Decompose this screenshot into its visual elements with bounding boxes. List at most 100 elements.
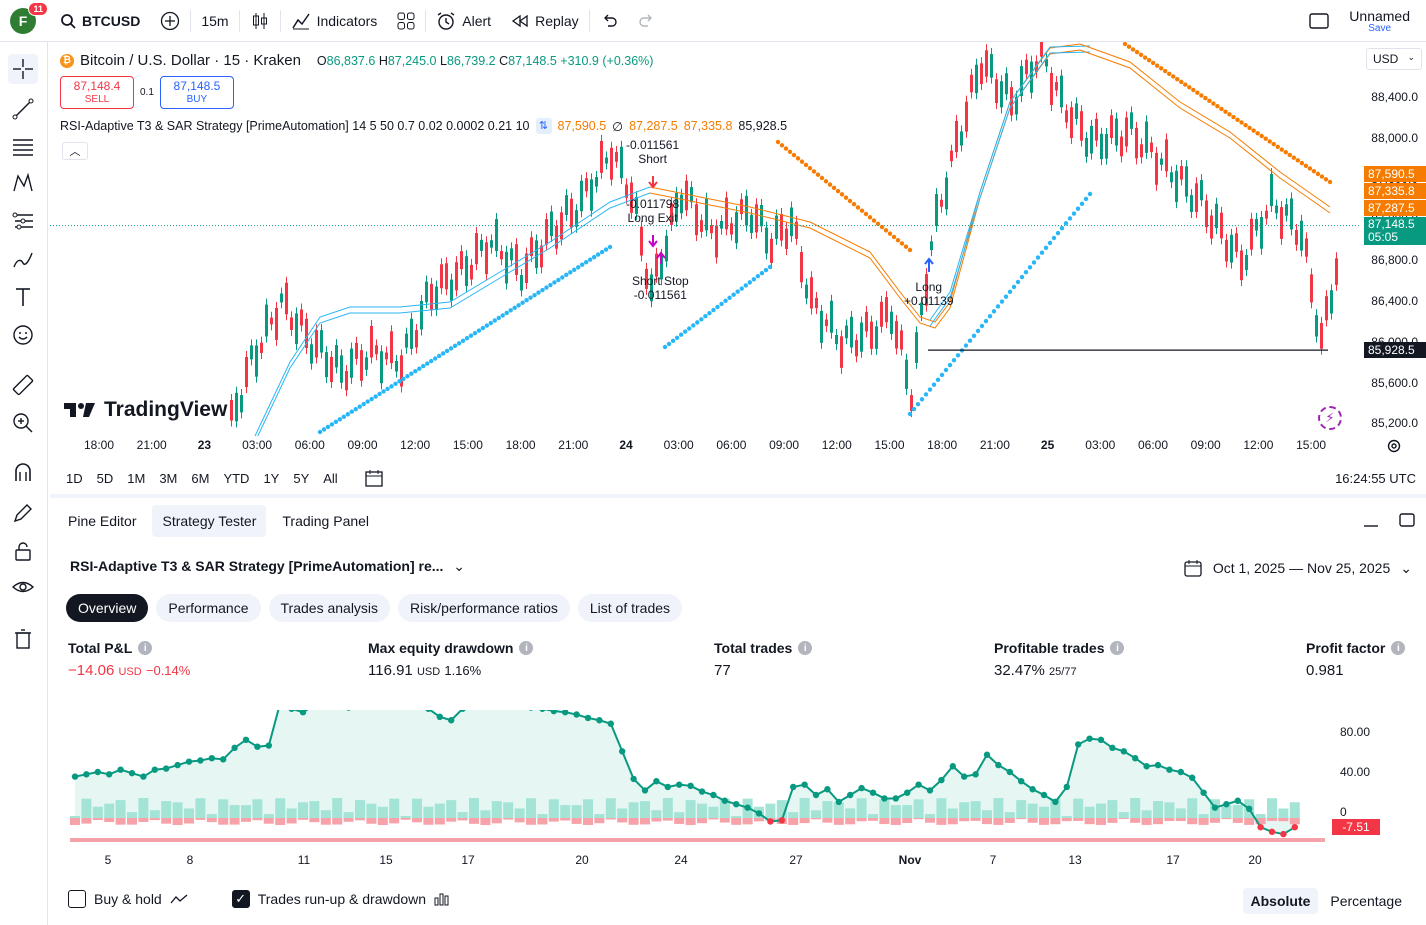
range-button-ytd[interactable]: YTD bbox=[223, 470, 250, 486]
range-button-5y[interactable]: 5Y bbox=[293, 470, 310, 486]
indicators-button[interactable]: Indicators bbox=[281, 0, 388, 42]
strategy-select[interactable]: RSI-Adaptive T3 & SAR Strategy [PrimeAut… bbox=[70, 558, 465, 575]
range-button-1m[interactable]: 1M bbox=[127, 470, 146, 486]
utc-clock[interactable]: 16:24:55 UTC bbox=[1335, 470, 1416, 486]
chart-type-button[interactable] bbox=[240, 0, 280, 42]
tab-strategy-tester[interactable]: Strategy Tester bbox=[152, 505, 267, 537]
price-scale[interactable]: USD ⌄ 88,400.088,000.087,600.087,200.086… bbox=[1360, 42, 1426, 442]
compare-button[interactable] bbox=[150, 0, 190, 42]
tab-pine-editor[interactable]: Pine Editor bbox=[68, 513, 137, 529]
zoom-tool[interactable] bbox=[8, 408, 38, 438]
eye-icon bbox=[11, 581, 35, 593]
runup-bar bbox=[377, 806, 388, 818]
drawdown-bar bbox=[1278, 818, 1289, 822]
layout-toggle-button[interactable] bbox=[1299, 0, 1339, 42]
info-icon[interactable]: i bbox=[519, 641, 534, 655]
info-icon[interactable]: i bbox=[1391, 641, 1406, 655]
hide-tool[interactable] bbox=[8, 572, 38, 602]
equity-point bbox=[174, 761, 181, 769]
candle bbox=[1200, 180, 1203, 201]
price-chart[interactable]: ₿ Bitcoin / U.S. Dollar · 15 · Kraken O8… bbox=[50, 42, 1426, 460]
stay-drawing-tool[interactable] bbox=[8, 498, 38, 528]
quantity-value[interactable]: 0.1 bbox=[140, 87, 154, 98]
symbol-title[interactable]: Bitcoin / U.S. Dollar · 15 · Kraken bbox=[80, 52, 301, 69]
equity-date-label: 20 bbox=[575, 853, 589, 867]
trend-line-tool[interactable] bbox=[8, 94, 38, 124]
strategy-legend[interactable]: RSI-Adaptive T3 & SAR Strategy [PrimeAut… bbox=[60, 118, 787, 134]
sell-button[interactable]: 87,148.4 SELL bbox=[60, 76, 134, 109]
lightning-icon[interactable]: ⚡ bbox=[1318, 406, 1342, 430]
runup-bar bbox=[1232, 805, 1243, 818]
sar-dot bbox=[867, 215, 873, 220]
sar-dot bbox=[803, 162, 809, 168]
crosshair-tool[interactable] bbox=[8, 54, 38, 84]
equity-chart[interactable]: 80.00 40.00 0-7.51 5 8 11 15 17 20 24 27 Nov 7 13 17 20 bbox=[50, 710, 1426, 870]
subtab-performance[interactable]: Performance bbox=[156, 594, 261, 622]
symbol-search-button[interactable]: BTCUSD bbox=[50, 0, 150, 42]
pattern-tool[interactable] bbox=[8, 168, 38, 198]
info-icon[interactable]: i bbox=[1110, 641, 1125, 655]
equity-area bbox=[75, 710, 1295, 835]
chart-settings-button[interactable] bbox=[1386, 438, 1402, 457]
range-button-all[interactable]: All bbox=[323, 470, 338, 486]
subtab-overview[interactable]: Overview bbox=[66, 594, 149, 622]
subtab-trades-analysis[interactable]: Trades analysis bbox=[268, 594, 391, 622]
candle bbox=[1220, 212, 1223, 239]
info-icon[interactable]: i bbox=[138, 641, 153, 655]
undo-button[interactable] bbox=[590, 0, 628, 42]
runup-bar bbox=[1289, 802, 1300, 818]
equity-point bbox=[972, 771, 979, 778]
currency-select[interactable]: USD ⌄ bbox=[1366, 48, 1422, 70]
sar-dot bbox=[429, 358, 434, 364]
runup-checkbox[interactable]: ✓ bbox=[231, 890, 250, 908]
sar-dot bbox=[1043, 245, 1049, 250]
band-blue-2-lower bbox=[929, 51, 1091, 327]
brush-tool[interactable] bbox=[8, 244, 38, 274]
replay-button[interactable]: Replay bbox=[501, 0, 589, 42]
equity-point bbox=[755, 810, 763, 817]
range-button-1d[interactable]: 1D bbox=[66, 470, 83, 486]
magnet-tool[interactable] bbox=[8, 458, 38, 488]
text-tool[interactable] bbox=[8, 282, 38, 312]
absolute-button[interactable]: Absolute bbox=[1242, 888, 1319, 914]
range-button-5d[interactable]: 5D bbox=[96, 470, 114, 486]
remove-tool[interactable] bbox=[8, 624, 38, 654]
minimize-panel-button[interactable] bbox=[1362, 512, 1380, 528]
fib-tool[interactable] bbox=[8, 132, 38, 162]
interval-button[interactable]: 15m bbox=[191, 0, 238, 42]
time-scale[interactable]: 18:00 21:00 23 03:00 06:00 09:00 12:00 15:00 18:… bbox=[50, 436, 1360, 456]
drawdown-bar bbox=[605, 818, 616, 820]
alert-button[interactable]: Alert bbox=[426, 0, 501, 42]
range-button-1y[interactable]: 1Y bbox=[263, 470, 280, 486]
info-icon[interactable]: i bbox=[798, 641, 813, 655]
drawdown-bar bbox=[754, 818, 764, 822]
goto-date-button[interactable] bbox=[364, 468, 386, 488]
ruler-tool[interactable] bbox=[8, 370, 38, 400]
range-button-3m[interactable]: 3M bbox=[159, 470, 178, 486]
layout-name-button[interactable]: Unnamed Save bbox=[1339, 0, 1426, 42]
forecast-tool[interactable] bbox=[8, 206, 38, 236]
collapse-legend-button[interactable]: ︿ bbox=[62, 142, 88, 160]
maximize-panel-button[interactable] bbox=[1398, 512, 1416, 528]
redo-button[interactable] bbox=[628, 0, 666, 42]
equity-point bbox=[653, 778, 660, 785]
lock-tool[interactable] bbox=[8, 536, 38, 566]
subtab-risk-ratios[interactable]: Risk/performance ratios bbox=[398, 594, 570, 622]
strategy-settings-icon[interactable]: ⇅ bbox=[535, 118, 552, 134]
candle bbox=[550, 211, 553, 237]
buy-button[interactable]: 87,148.5 BUY bbox=[159, 76, 234, 109]
drawdown-bar bbox=[275, 818, 286, 825]
user-avatar[interactable]: F 11 bbox=[10, 1, 48, 34]
sar-dot bbox=[1219, 106, 1224, 112]
equity-last-value: -7.51 bbox=[1342, 820, 1370, 834]
subtab-list-of-trades[interactable]: List of trades bbox=[577, 594, 683, 622]
tab-trading-panel[interactable]: Trading Panel bbox=[282, 513, 370, 529]
templates-button[interactable] bbox=[387, 0, 425, 42]
date-range-select[interactable]: Oct 1, 2025 — Nov 25, 2025 ⌄ bbox=[1183, 558, 1412, 578]
range-button-6m[interactable]: 6M bbox=[191, 470, 210, 486]
buy-hold-checkbox[interactable] bbox=[68, 890, 86, 908]
emoji-tool[interactable] bbox=[8, 320, 38, 350]
percentage-button[interactable]: Percentage bbox=[1330, 893, 1402, 909]
tradingview-watermark: TradingView bbox=[64, 398, 227, 422]
chart-canvas[interactable] bbox=[50, 42, 1360, 436]
